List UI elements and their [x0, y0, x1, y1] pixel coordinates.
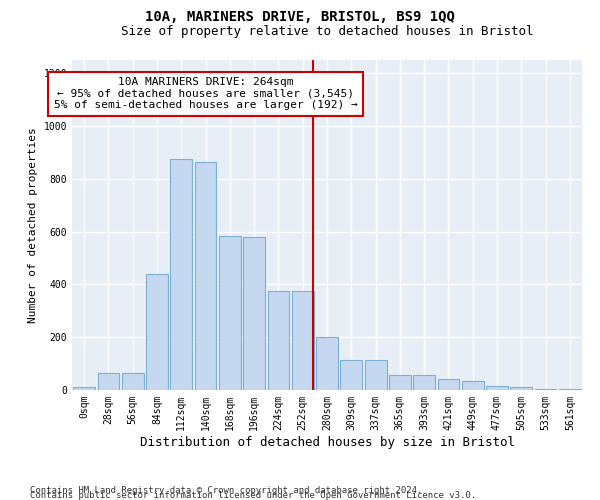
X-axis label: Distribution of detached houses by size in Bristol: Distribution of detached houses by size … [139, 436, 515, 448]
Bar [511, 388, 532, 390]
Bar [97, 373, 119, 390]
Bar [268, 291, 289, 390]
Text: Contains HM Land Registry data © Crown copyright and database right 2024.: Contains HM Land Registry data © Crown c… [30, 486, 422, 495]
Bar [219, 236, 241, 390]
Bar [535, 388, 556, 390]
Bar [194, 162, 217, 390]
Text: Contains public sector information licensed under the Open Government Licence v3: Contains public sector information licen… [30, 490, 476, 500]
Bar [365, 360, 386, 390]
Title: Size of property relative to detached houses in Bristol: Size of property relative to detached ho… [121, 25, 533, 38]
Bar [389, 376, 411, 390]
Bar [340, 360, 362, 390]
Bar [292, 291, 314, 390]
Text: 10A MARINERS DRIVE: 264sqm
← 95% of detached houses are smaller (3,545)
5% of se: 10A MARINERS DRIVE: 264sqm ← 95% of deta… [53, 77, 358, 110]
Bar [73, 388, 95, 390]
Bar [413, 376, 435, 390]
Bar [243, 237, 265, 390]
Bar [486, 386, 508, 390]
Text: 10A, MARINERS DRIVE, BRISTOL, BS9 1QQ: 10A, MARINERS DRIVE, BRISTOL, BS9 1QQ [145, 10, 455, 24]
Bar [146, 274, 168, 390]
Bar [559, 389, 581, 390]
Bar [170, 159, 192, 390]
Bar [316, 337, 338, 390]
Bar [122, 373, 143, 390]
Bar [437, 380, 460, 390]
Y-axis label: Number of detached properties: Number of detached properties [28, 127, 38, 323]
Bar [462, 381, 484, 390]
